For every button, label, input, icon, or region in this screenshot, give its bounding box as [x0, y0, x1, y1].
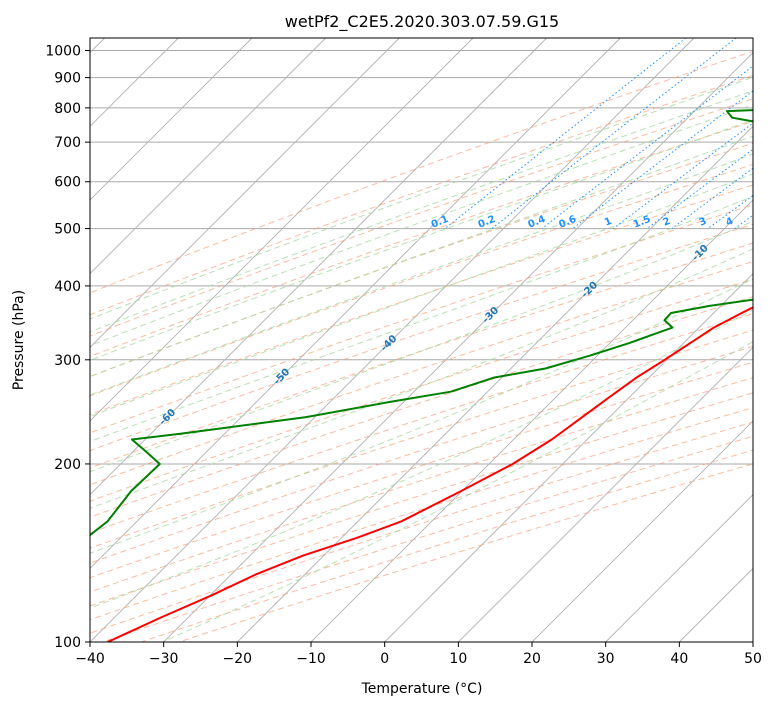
- dry-adiabat-line: [90, 120, 753, 358]
- dry-adiabat-line: [90, 223, 753, 452]
- temperature-profile-line: [107, 306, 753, 642]
- isotherm-line: [531, 420, 753, 642]
- dry-adiabat-line: [90, 361, 753, 579]
- mixing-ratio-label: 1: [603, 216, 614, 229]
- x-tick-label: 20: [523, 651, 541, 667]
- x-tick-label: 10: [449, 651, 467, 667]
- moist-adiabat-line: [90, 195, 753, 443]
- axes: −40 −30 −20 −10 0 10 20 30 40 50 100 200 300 400 500 60…: [45, 44, 762, 667]
- y-tick-label: 800: [54, 101, 81, 117]
- mixing-ratio-label: 3: [698, 216, 709, 229]
- moist-adiabat-line: [90, 104, 753, 347]
- isotherm-line: [384, 273, 753, 642]
- x-tick-label: −10: [296, 651, 326, 667]
- y-tick-label: 700: [54, 135, 81, 151]
- mixing-ratio-line: [444, 38, 687, 229]
- moist-adiabat-line: [162, 340, 753, 642]
- isotherm-line: [90, 38, 474, 422]
- isotherm-line: [458, 346, 753, 642]
- isotherm-line: [90, 38, 621, 569]
- dry-adiabat-line: [90, 98, 753, 337]
- y-tick-label: 500: [54, 222, 81, 238]
- dry-adiabat-line: [90, 392, 753, 607]
- dry-adiabat-line: [90, 204, 753, 434]
- moist-adiabat-line: [90, 173, 753, 417]
- y-axis-label: Pressure (hPa): [11, 290, 27, 390]
- dewpoint-profile-line: [90, 109, 753, 537]
- x-tick-label: −20: [223, 651, 253, 667]
- moist-adiabat-line: [90, 119, 753, 361]
- dry-adiabat-line: [90, 345, 753, 564]
- isotherm-line: [605, 494, 753, 642]
- y-tick-label: 400: [54, 279, 81, 295]
- mixing-ratio-label: 4: [724, 216, 735, 229]
- dry-adiabat-line: [90, 242, 753, 469]
- isotherm-line: [310, 199, 753, 642]
- mixing-ratio-label: 2: [662, 216, 673, 229]
- x-tick-label: 50: [744, 651, 762, 667]
- plot-area: 0.10.20.40.611.52346810131620253036-100-…: [90, 38, 753, 642]
- mixing-ratio-line: [612, 122, 753, 229]
- y-tick-label: 200: [54, 457, 81, 473]
- x-tick-label: 30: [597, 651, 615, 667]
- dry-adiabat-line: [90, 329, 753, 549]
- y-tick-label: 1000: [45, 44, 81, 60]
- dry-adiabat-line: [90, 184, 753, 416]
- x-tick-label: −30: [149, 651, 179, 667]
- y-tick-label: 600: [54, 175, 81, 191]
- y-tick-label: 100: [54, 635, 81, 651]
- x-axis-label: Temperature (°C): [361, 681, 483, 697]
- dry-adiabat-line: [90, 163, 753, 397]
- moist-adiabat-line: [90, 135, 753, 378]
- plot-frame: [89, 37, 754, 643]
- x-tick-label: 0: [380, 651, 389, 667]
- isotherm-line: [90, 38, 695, 642]
- isotherm-line: [90, 38, 253, 201]
- dry-adiabat-line: [90, 377, 753, 593]
- isotherm-line: [163, 52, 753, 642]
- chart-title: wetPf2_C2E5.2020.303.07.59.G15: [285, 12, 559, 32]
- moist-adiabat-line: [90, 90, 753, 333]
- x-tick-label: 40: [670, 651, 688, 667]
- x-tick-label: −40: [75, 651, 105, 667]
- isotherm-line: [90, 38, 547, 496]
- y-tick-label: 900: [54, 71, 81, 87]
- isotherm-line: [90, 38, 326, 275]
- mixing-ratio-line: [541, 65, 753, 229]
- isotherm-line: [90, 38, 400, 348]
- y-tick-label: 300: [54, 353, 81, 369]
